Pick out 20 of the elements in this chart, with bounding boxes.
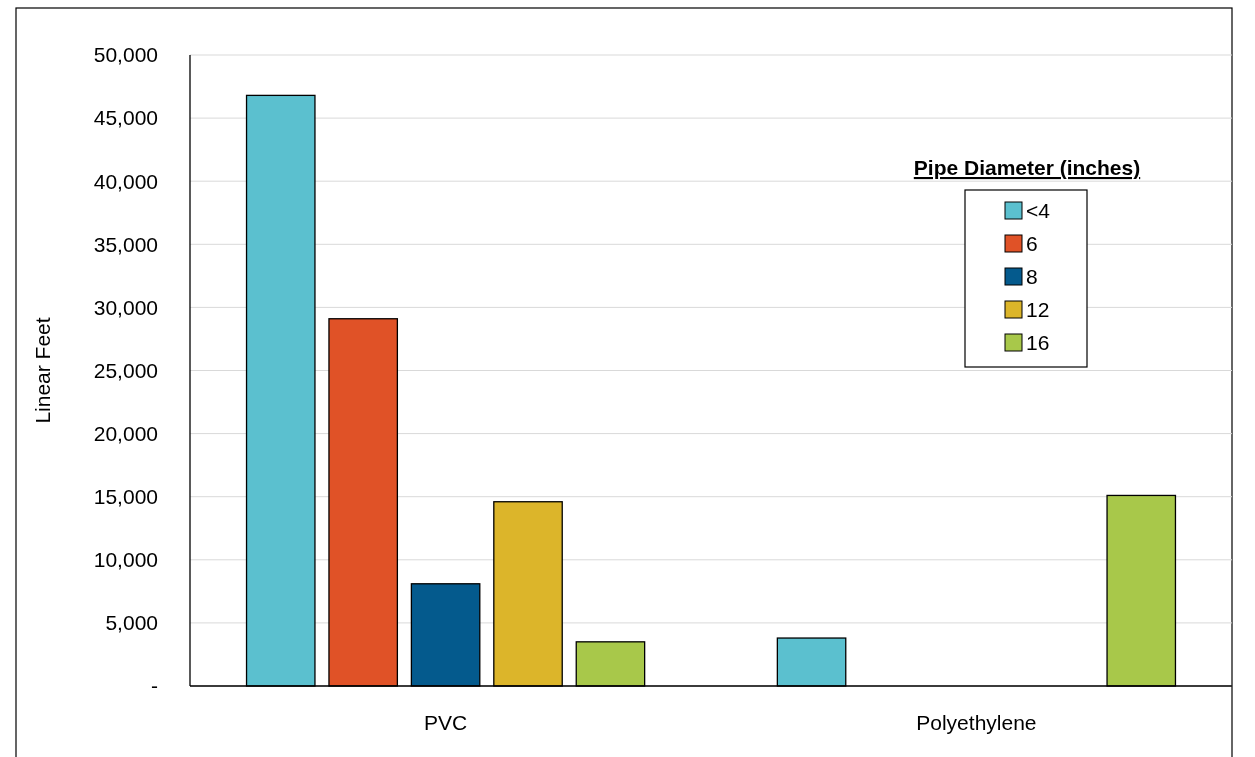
legend-label: <4 xyxy=(1026,199,1051,223)
legend-label: 12 xyxy=(1026,298,1050,322)
legend-label: 16 xyxy=(1026,331,1050,355)
y-tick-label: 20,000 xyxy=(93,421,158,445)
y-tick-label: 30,000 xyxy=(93,295,158,319)
y-tick-label: 40,000 xyxy=(93,169,158,193)
y-axis-title: Linear Feet xyxy=(31,317,54,424)
y-tick-label: 25,000 xyxy=(93,358,158,382)
legend-title: Pipe Diameter (inches) xyxy=(913,156,1141,179)
y-tick-label: 50,000 xyxy=(93,43,158,67)
y-tick-label: - xyxy=(151,674,158,698)
legend-label: 6 xyxy=(1026,232,1038,256)
y-tick-label: 35,000 xyxy=(93,232,158,256)
legend-label: 8 xyxy=(1026,265,1038,289)
y-tick-label: 10,000 xyxy=(93,548,158,572)
x-tick-label: Polyethylene xyxy=(916,711,1037,734)
y-tick-label: 15,000 xyxy=(93,485,158,509)
y-tick-label: 45,000 xyxy=(93,106,158,130)
x-tick-label: PVC xyxy=(424,711,468,734)
y-tick-label: 5,000 xyxy=(105,611,158,635)
